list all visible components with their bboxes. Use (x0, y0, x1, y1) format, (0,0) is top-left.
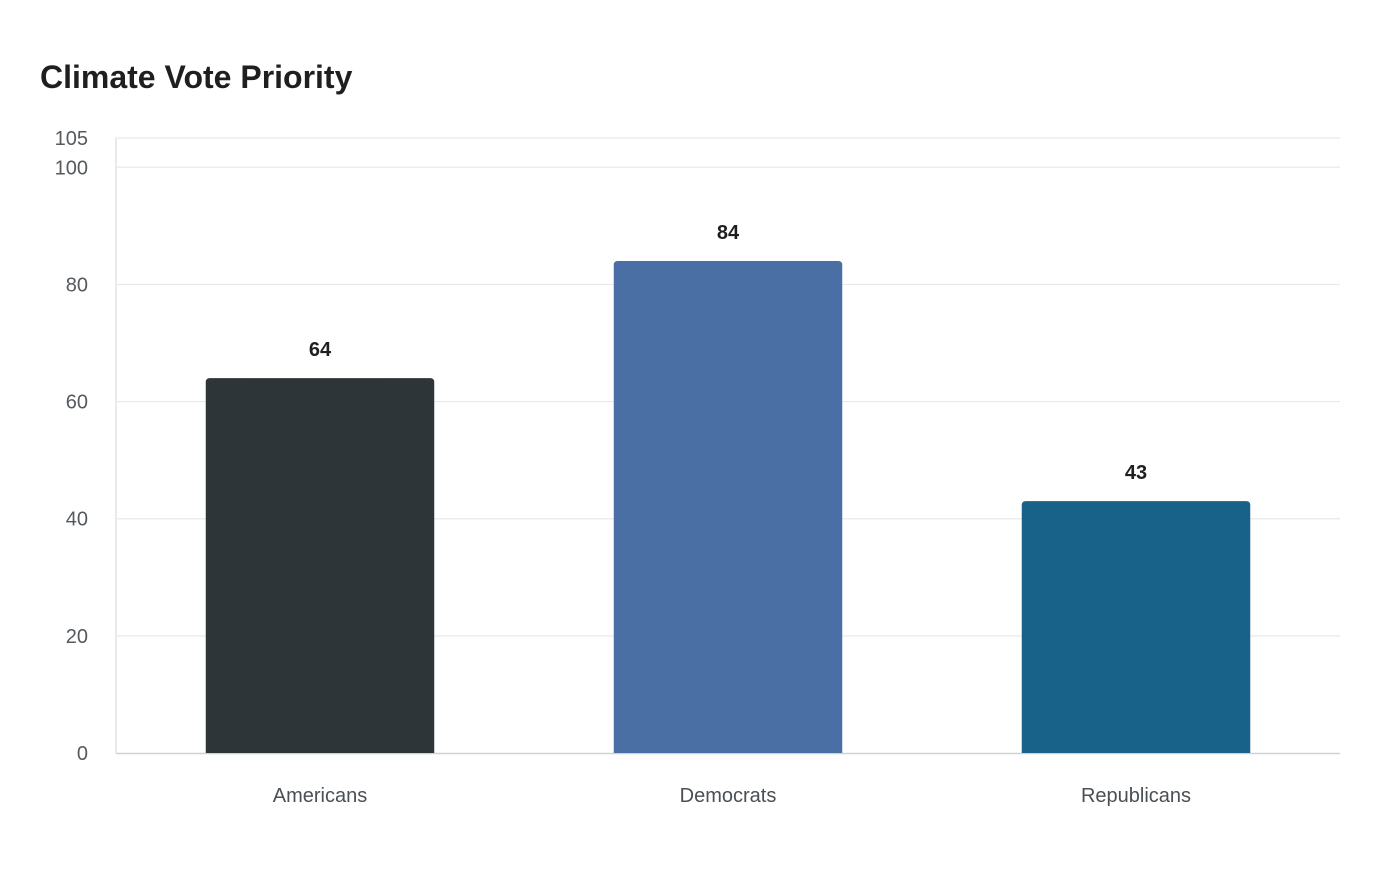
axes (115, 138, 1340, 755)
y-tick-label: 105 (55, 128, 88, 150)
bar-value-label: 84 (717, 222, 740, 244)
y-tick-label: 40 (66, 509, 88, 531)
y-tick-label: 20 (66, 626, 88, 648)
bar-americans (205, 378, 435, 753)
x-tick-label: Democrats (680, 785, 777, 807)
x-tick-label: Americans (273, 785, 367, 807)
y-tick-label: 80 (66, 274, 88, 296)
chart-title: Climate Vote Priority (40, 59, 353, 95)
y-tick-label: 100 (55, 157, 88, 179)
bar-democrats (613, 261, 843, 753)
y-tick-label: 0 (77, 743, 88, 765)
x-tick-label: Republicans (1081, 785, 1191, 807)
bars (205, 261, 1251, 753)
bar-value-label: 43 (1125, 462, 1147, 484)
bar-value-label: 64 (309, 339, 332, 361)
labels: 0 20 40 60 80 100 105 64 Americans 84 Democrats 43 R… (55, 128, 1191, 807)
y-tick-label: 60 (66, 392, 88, 414)
bar-republicans (1021, 501, 1251, 753)
